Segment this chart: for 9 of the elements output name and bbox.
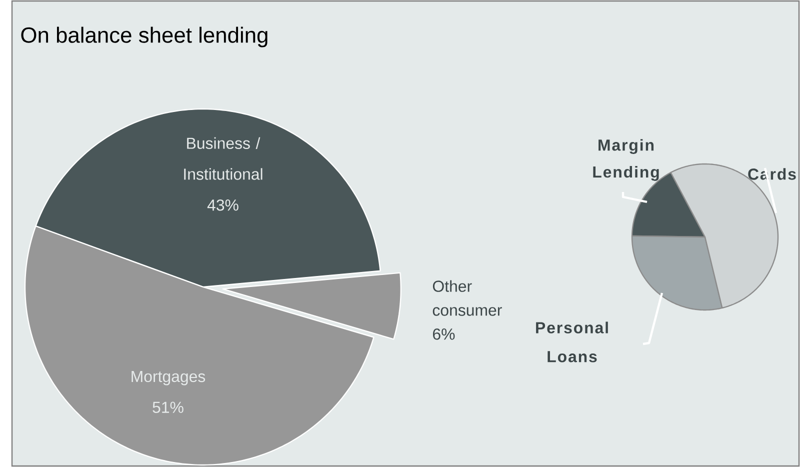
data-label: 43%: [207, 199, 238, 211]
data-label: 51%: [152, 402, 184, 413]
data-label: 6%: [433, 328, 455, 340]
slice-label: Mortgages: [132, 370, 206, 386]
chart-title: On balance sheet lending: [21, 26, 268, 48]
slice-label: Personal Loans: [536, 322, 608, 362]
category-label: Business / Institutional: [184, 137, 262, 180]
slice-label: Margin Lending: [593, 139, 659, 181]
slice-label: Other consumer: [432, 280, 502, 316]
